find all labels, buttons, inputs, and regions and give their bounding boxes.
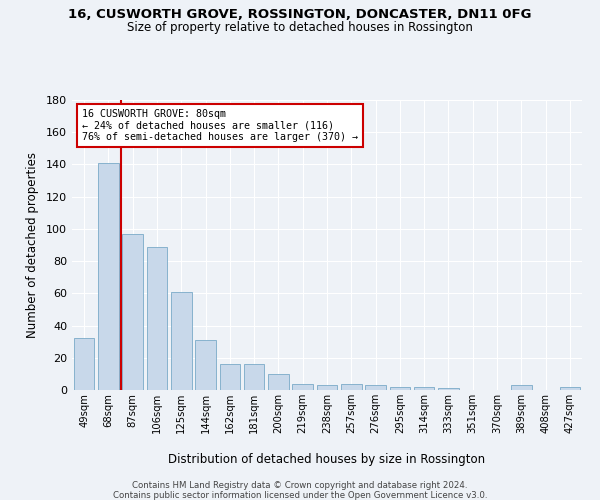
Bar (389, 387, 410, 390)
Bar (98, 163, 119, 390)
Bar (244, 364, 265, 390)
Text: 16 CUSWORTH GROVE: 80sqm
← 24% of detached houses are smaller (116)
76% of semi-: 16 CUSWORTH GROVE: 80sqm ← 24% of detach… (82, 108, 358, 142)
Text: Contains HM Land Registry data © Crown copyright and database right 2024.: Contains HM Land Registry data © Crown c… (132, 481, 468, 490)
Text: Size of property relative to detached houses in Rossington: Size of property relative to detached ho… (127, 21, 473, 34)
Text: Distribution of detached houses by size in Rossington: Distribution of detached houses by size … (169, 452, 485, 466)
Bar (365, 385, 386, 390)
Bar (195, 340, 216, 390)
Bar (560, 387, 580, 390)
Bar (341, 384, 362, 390)
Text: Contains public sector information licensed under the Open Government Licence v3: Contains public sector information licen… (113, 491, 487, 500)
Bar (414, 387, 434, 390)
Bar (220, 364, 240, 390)
Bar (268, 374, 289, 390)
Bar (146, 246, 167, 390)
Bar (292, 384, 313, 390)
Bar (511, 385, 532, 390)
Bar (74, 338, 94, 390)
Bar (171, 292, 191, 390)
Text: 16, CUSWORTH GROVE, ROSSINGTON, DONCASTER, DN11 0FG: 16, CUSWORTH GROVE, ROSSINGTON, DONCASTE… (68, 8, 532, 20)
Y-axis label: Number of detached properties: Number of detached properties (26, 152, 39, 338)
Bar (438, 388, 459, 390)
Bar (317, 385, 337, 390)
Bar (122, 234, 143, 390)
